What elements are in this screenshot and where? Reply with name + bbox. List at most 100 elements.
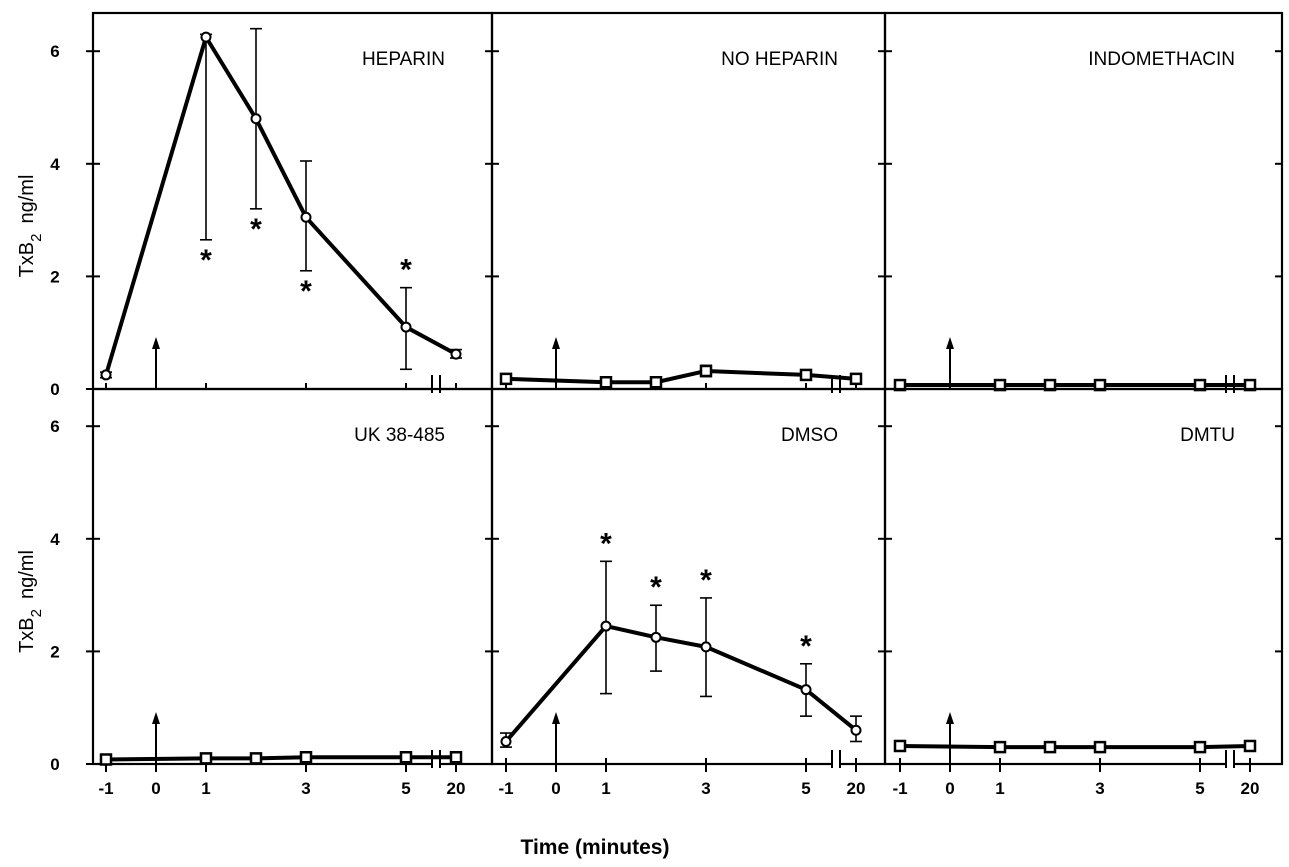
panel-indomethacin: INDOMETHACIN: [883, 11, 1284, 393]
data-point: [600, 620, 612, 632]
panel-title: DMTU: [1180, 425, 1235, 446]
x-tick-label: 3: [301, 779, 310, 798]
panel-dmtu: DMTU -1 0 1 3 5 20: [883, 387, 1284, 798]
data-point: [450, 348, 462, 360]
axis-break-gap: [432, 375, 441, 393]
significance-star: *: [200, 244, 212, 277]
data-point: [699, 364, 713, 378]
data-point: [650, 631, 662, 643]
y-axis-title: TxB2 ng/ml: [16, 175, 45, 278]
y-tick-label: 6: [50, 42, 59, 61]
panel-title: INDOMETHACIN: [1088, 49, 1235, 70]
data-point: [299, 750, 313, 764]
x-tick-label: -1: [498, 779, 513, 798]
data-point: [300, 211, 312, 223]
y-tick-label: 4: [50, 530, 60, 549]
data-point: [400, 321, 412, 333]
significance-star: *: [650, 571, 662, 604]
data-point: [993, 740, 1007, 754]
significance-star: *: [700, 564, 712, 597]
panel-uk-38-485: UK 38-485 -1 0 1 3 5 20: [91, 387, 494, 798]
y-tick-label: 4: [50, 155, 60, 174]
x-tick-label: 5: [401, 779, 410, 798]
data-point: [250, 113, 262, 125]
data-point: [599, 375, 613, 389]
panel-title: HEPARIN: [362, 49, 445, 70]
x-tick-label: 20: [847, 779, 866, 798]
series-line: [105, 755, 456, 762]
data-point: [799, 368, 813, 382]
significance-star: *: [300, 275, 312, 308]
x-tick-label: 1: [601, 779, 610, 798]
injection-arrow-head: [152, 337, 160, 349]
data-point: [199, 752, 213, 765]
data-point: [499, 372, 513, 386]
x-tick-label: 0: [945, 779, 954, 798]
panel-title: DMSO: [781, 425, 838, 446]
data-point: [399, 750, 413, 764]
injection-arrow-head: [946, 337, 954, 349]
x-tick-label: 0: [151, 779, 160, 798]
data-point: [449, 750, 463, 764]
x-tick-label: 3: [701, 779, 710, 798]
injection-arrow-head: [552, 712, 560, 724]
x-tick-label: 0: [551, 779, 560, 798]
data-point: [99, 753, 113, 766]
injection-arrow-head: [946, 712, 954, 724]
y-tick-label: 6: [50, 417, 59, 436]
x-tick-label: 1: [201, 779, 210, 798]
panel-title: UK 38-485: [354, 425, 445, 446]
y-axis-title-unit: ng/ml: [16, 175, 38, 224]
y-axis-title: TxB2 ng/ml: [16, 550, 45, 653]
significance-star: *: [600, 527, 612, 560]
data-point: [1093, 740, 1107, 754]
series-line: [505, 368, 857, 385]
data-point: [200, 31, 212, 43]
x-tick-label: -1: [98, 779, 113, 798]
data-point: [893, 739, 907, 753]
x-tick-label: -1: [892, 779, 907, 798]
panel-no-heparin: NO HEPARIN: [490, 11, 887, 393]
axis-break-gap: [832, 375, 841, 393]
panel-heparin: HEPARIN * * * *: [91, 11, 494, 393]
series-line: [899, 743, 1251, 750]
panel-frame: [883, 387, 1284, 766]
injection-arrow-head: [152, 712, 160, 724]
y-axis-title-subscript: 2: [28, 609, 45, 617]
y-tick-label: 2: [50, 642, 59, 661]
injection-arrow-head: [552, 337, 560, 349]
y-axis-title-subscript: 2: [28, 234, 45, 242]
significance-star: *: [400, 254, 412, 287]
y-tick-label: 0: [50, 755, 59, 774]
axis-break-gap: [1226, 750, 1235, 768]
y-tick-label: 2: [50, 267, 59, 286]
data-point: [1193, 740, 1207, 754]
x-tick-label: 3: [1095, 779, 1104, 798]
data-point: [800, 684, 812, 696]
x-tick-label: 5: [801, 779, 810, 798]
panel-title: NO HEPARIN: [721, 49, 838, 70]
data-point: [1243, 739, 1257, 753]
data-point: [249, 752, 263, 765]
data-point: [649, 375, 663, 389]
panel-dmso: DMSO * * * * -1 0 1 3 5 20: [490, 387, 887, 798]
data-point: [700, 641, 712, 653]
y-axis-title-main: TxB: [16, 617, 38, 653]
x-tick-label: 20: [447, 779, 466, 798]
series-line: [504, 624, 858, 743]
axis-break-gap: [832, 750, 841, 768]
significance-star: *: [250, 213, 262, 246]
x-tick-label: 20: [1241, 779, 1260, 798]
data-point: [849, 372, 863, 386]
y-axis-title-main: TxB: [16, 242, 38, 278]
x-tick-label: 1: [995, 779, 1004, 798]
series-line: [104, 35, 457, 376]
data-point: [100, 369, 112, 381]
y-tick-label: 0: [50, 380, 59, 399]
x-axis-title: Time (minutes): [521, 836, 670, 859]
data-point: [1043, 740, 1057, 754]
y-axis-title-unit: ng/ml: [16, 550, 38, 599]
data-point: [500, 735, 512, 747]
significance-star: *: [800, 630, 812, 663]
